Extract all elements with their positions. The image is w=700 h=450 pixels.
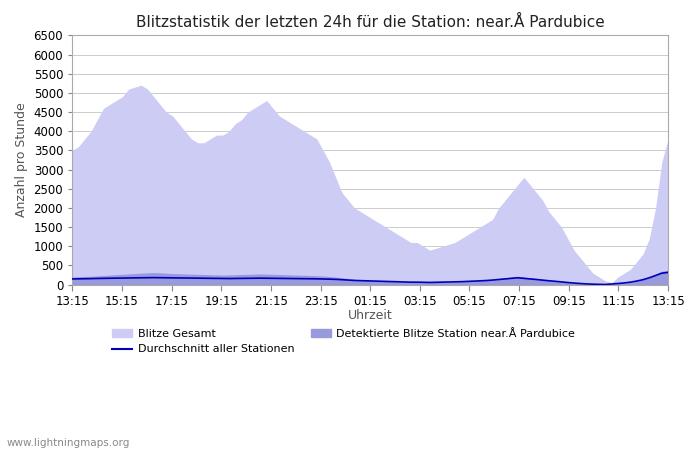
Y-axis label: Anzahl pro Stunde: Anzahl pro Stunde [15,103,28,217]
X-axis label: Uhrzeit: Uhrzeit [348,310,393,323]
Legend: Blitze Gesamt, Durchschnitt aller Stationen, Detektierte Blitze Station near.Å P: Blitze Gesamt, Durchschnitt aller Statio… [108,324,580,359]
Title: Blitzstatistik der letzten 24h für die Station: near.Å Pardubice: Blitzstatistik der letzten 24h für die S… [136,15,605,30]
Text: www.lightningmaps.org: www.lightningmaps.org [7,438,130,448]
